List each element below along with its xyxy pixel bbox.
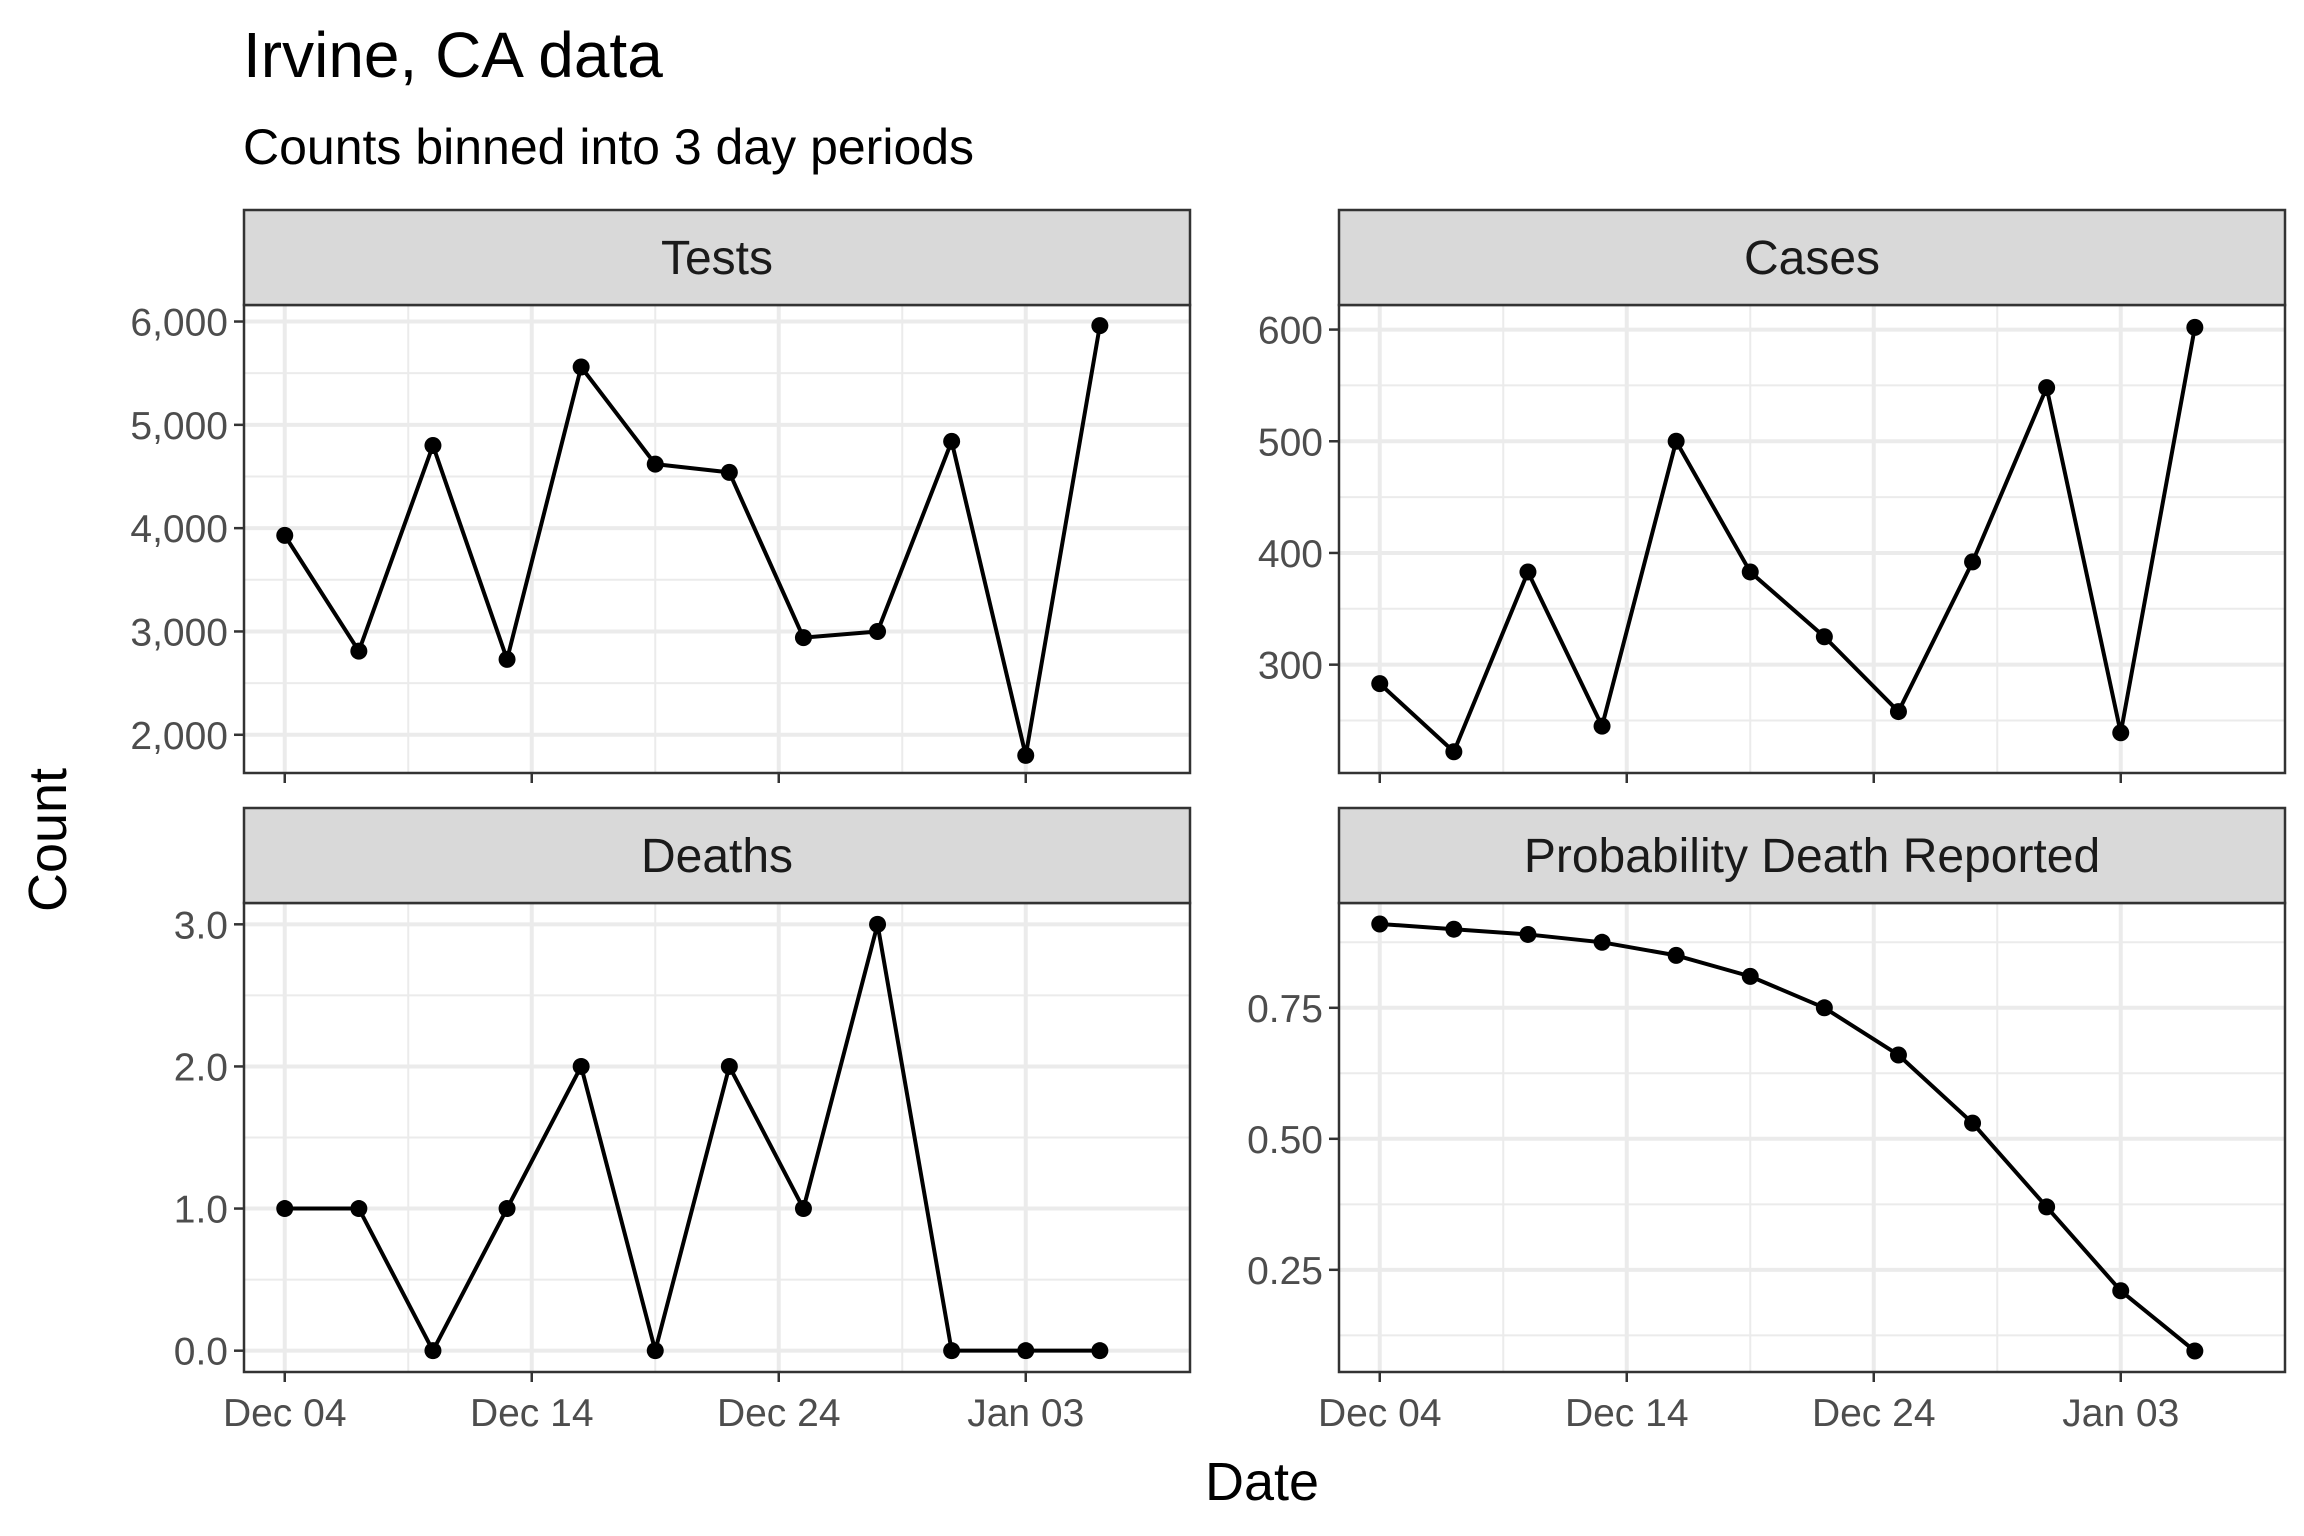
data-point — [1741, 967, 1759, 985]
data-point — [498, 1200, 516, 1218]
y-tick-label: 3,000 — [130, 611, 228, 654]
data-point — [720, 1057, 738, 1075]
data-point — [1445, 743, 1463, 761]
data-point — [1964, 1114, 1982, 1132]
y-tick-label: 500 — [1258, 421, 1323, 464]
data-point — [1371, 675, 1389, 693]
plot-background — [244, 305, 1190, 773]
data-point — [1667, 946, 1685, 964]
y-tick-label: 2.0 — [174, 1046, 228, 1089]
x-tick-label: Dec 14 — [1565, 1392, 1689, 1435]
data-point — [276, 1200, 294, 1218]
y-tick-label: 4,000 — [130, 508, 228, 551]
facet-strip — [1337, 806, 2287, 905]
panel-probability-death-reported: Probability Death Reported 0.25 0.50 0.75 De… — [1247, 806, 2287, 1435]
data-point — [646, 455, 664, 473]
data-point — [1964, 553, 1982, 571]
data-point — [424, 437, 442, 455]
y-tick-label: 300 — [1258, 645, 1323, 688]
data-point — [1815, 999, 1833, 1017]
y-tick-label: 0.0 — [174, 1331, 228, 1374]
data-point — [276, 526, 294, 544]
y-axis-title: Count — [18, 768, 78, 912]
y-tick-label: 400 — [1258, 533, 1323, 576]
y-tick-label: 6,000 — [130, 302, 228, 345]
data-point — [1667, 432, 1685, 450]
y-tick-label: 0.50 — [1247, 1119, 1323, 1162]
facet-strip — [242, 806, 1192, 905]
series-line — [1378, 326, 2197, 754]
data-point — [2038, 1198, 2056, 1216]
y-tick-label: 1.0 — [174, 1189, 228, 1232]
y-tick-label: 3.0 — [174, 904, 228, 947]
data-point — [350, 1200, 368, 1218]
data-point — [1815, 628, 1833, 646]
x-tick-label: Jan 03 — [967, 1392, 1084, 1435]
data-point — [1445, 920, 1463, 938]
panel-deaths: Deaths 0.0 1.0 2.0 3.0 Dec 04 Dec 14 Dec 24 Jan … — [174, 806, 1192, 1435]
data-point — [424, 1342, 442, 1360]
data-point — [2038, 379, 2056, 397]
x-tick-label: Dec 24 — [1812, 1392, 1936, 1435]
data-point — [720, 463, 738, 481]
series-line — [1379, 921, 2197, 1353]
data-point — [1593, 933, 1611, 951]
facet-strip-label: Probability Death Reported — [1524, 830, 2100, 883]
data-point — [2186, 318, 2204, 336]
plot-background — [1339, 305, 2285, 773]
x-axis-title: Date — [1205, 1452, 1319, 1512]
data-point — [646, 1342, 664, 1360]
data-point — [572, 358, 590, 376]
data-point — [1091, 317, 1109, 335]
data-point — [498, 650, 516, 668]
panel-cases: Cases 300 400 500 600 — [1258, 208, 2287, 783]
data-point — [1371, 915, 1389, 933]
data-point — [572, 1057, 590, 1075]
chart-subtitle: Counts binned into 3 day periods — [243, 119, 975, 175]
facet-strip — [242, 208, 1192, 307]
panel-tests: Tests 2,000 3,000 4,000 5,000 6,000 — [130, 208, 1192, 783]
data-point — [1593, 717, 1611, 735]
data-point — [794, 1200, 812, 1218]
x-tick-label: Dec 14 — [470, 1392, 594, 1435]
facet-strip-label: Cases — [1744, 232, 1880, 285]
data-point — [794, 629, 812, 647]
x-tick-label: Jan 03 — [2062, 1392, 2179, 1435]
data-point — [1889, 1046, 1907, 1064]
y-tick-label: 0.75 — [1247, 988, 1323, 1031]
data-point — [1519, 563, 1537, 581]
y-tick-label: 5,000 — [130, 405, 228, 448]
x-tick-label: Dec 04 — [223, 1392, 347, 1435]
data-point — [869, 915, 887, 933]
facet-strip-label: Tests — [661, 232, 773, 285]
data-point — [2112, 1282, 2130, 1300]
data-point — [1017, 746, 1035, 764]
series-line — [284, 922, 1100, 1353]
chart-title: Irvine, CA data — [243, 19, 663, 91]
y-tick-label: 0.25 — [1247, 1250, 1323, 1293]
data-point — [943, 1342, 961, 1360]
series-line — [283, 325, 1102, 758]
x-tick-label: Dec 04 — [1318, 1392, 1442, 1435]
data-point — [350, 642, 368, 660]
data-point — [2112, 724, 2130, 742]
data-point — [869, 622, 887, 640]
y-tick-label: 2,000 — [130, 715, 228, 758]
facet-strip-label: Deaths — [641, 830, 793, 883]
data-point — [1519, 925, 1537, 943]
data-point — [1889, 703, 1907, 721]
data-point — [943, 432, 961, 450]
y-tick-label: 600 — [1258, 310, 1323, 353]
data-point — [1017, 1342, 1035, 1360]
data-point — [2186, 1342, 2204, 1360]
data-point — [1091, 1342, 1109, 1360]
facet-strip — [1337, 208, 2287, 307]
data-point — [1741, 563, 1759, 581]
x-tick-label: Dec 24 — [717, 1392, 841, 1435]
